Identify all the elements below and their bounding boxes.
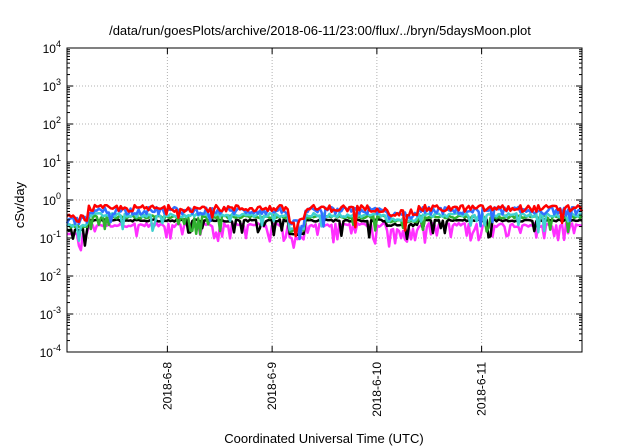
plot-frame	[66, 47, 583, 353]
x-axis: 2018-6-8 2018-6-9 2018-6-10 2018-6-11	[160, 48, 489, 417]
y-tick-label: 104	[43, 39, 61, 56]
y-tick-label: 10-3	[40, 305, 61, 322]
y-tick-label: 103	[43, 77, 61, 94]
x-axis-label: Coordinated Universal Time (UTC)	[224, 431, 423, 446]
series-line	[66, 203, 584, 238]
y-axis-label: cSv/day	[12, 181, 27, 228]
y-tick-label: 10-1	[40, 229, 61, 246]
grid	[67, 48, 582, 352]
y-tick-label: 100	[43, 191, 61, 208]
y-tick-label: 10-4	[40, 343, 61, 360]
x-tick-label: 2018-6-9	[265, 362, 279, 410]
y-tick-label: 102	[43, 115, 61, 132]
series-layer	[65, 203, 584, 252]
x-tick-label: 2018-6-11	[475, 362, 489, 416]
y-tick-label: 101	[43, 153, 61, 170]
chart-title: /data/run/goesPlots/archive/2018-06-11/2…	[109, 23, 531, 38]
y-tick-label: 10-2	[40, 267, 61, 284]
x-tick-label: 2018-6-8	[160, 362, 174, 410]
x-tick-label: 2018-6-10	[370, 362, 384, 417]
y-axis: 10-4 10-3 10-2 10-1 100 101 102 103 104	[40, 39, 582, 360]
